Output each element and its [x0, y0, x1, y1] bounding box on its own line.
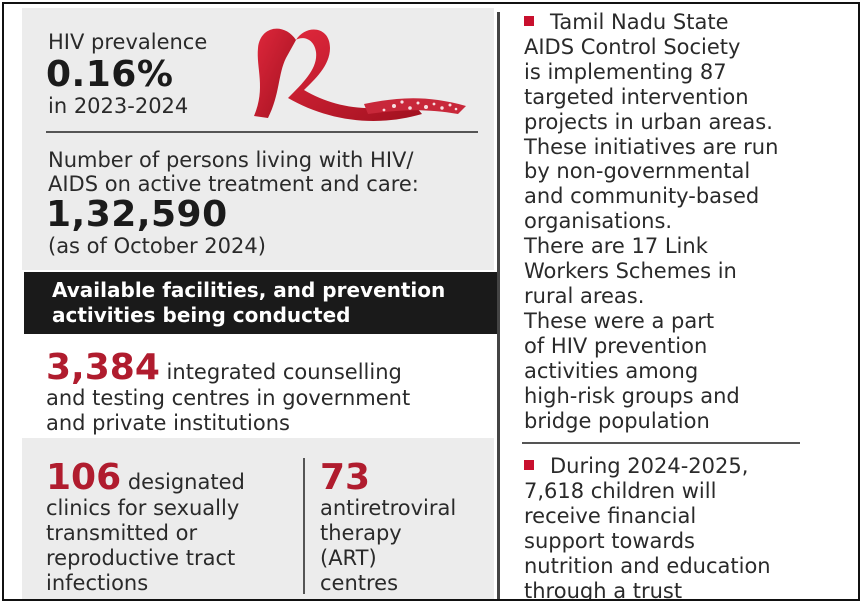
clinics-text-line5: infections	[46, 571, 149, 595]
prevalence-label: HIV prevalence	[48, 30, 208, 54]
prevalence-period: in 2023-2024	[48, 94, 189, 118]
red-ribbon-icon	[254, 28, 466, 121]
art-block: 73 antiretroviral therapy (ART) centres	[320, 460, 490, 596]
art-number: 73	[320, 457, 371, 498]
art-text-line3: (ART)	[320, 546, 377, 570]
ictc-text-line2: and testing centres in government	[46, 386, 411, 410]
facilities-header-text: Available facilities, and prevention act…	[52, 278, 492, 328]
clinics-text-line2: clinics for sexually	[46, 496, 240, 520]
facilities-header: Available facilities, and prevention act…	[24, 272, 500, 334]
ictc-text-line3: and private institutions	[46, 411, 290, 435]
treatment-label-line2: AIDS on active treatment and care:	[48, 172, 419, 196]
clinics-number: 106	[46, 457, 122, 498]
art-text-line2: therapy	[320, 521, 402, 545]
treatment-note: (as of October 2024)	[48, 234, 266, 258]
society-info-text: Tamil Nadu State AIDS Control Society is…	[524, 10, 779, 433]
right-column-separator	[522, 442, 800, 444]
facilities-header-line1: Available facilities, and prevention	[52, 278, 446, 302]
clinics-text-line3: transmitted or	[46, 521, 198, 545]
ictc-text-line1: integrated counselling	[159, 360, 402, 384]
treatment-label-line1: Number of persons living with HIV/	[48, 148, 414, 172]
red-square-bullet-icon	[524, 16, 534, 26]
prevalence-value: 0.16%	[46, 54, 174, 95]
clinics-block: 106 designated clinics for sexually tran…	[46, 460, 296, 596]
red-square-bullet-icon	[524, 460, 534, 470]
clinics-panel	[22, 438, 494, 599]
clinics-text-line4: reproductive tract	[46, 546, 236, 570]
column-divider	[497, 12, 500, 599]
art-text-line4: centres	[320, 571, 399, 595]
facilities-header-line2: activities being conducted	[52, 303, 351, 327]
art-text-line1: antiretroviral	[320, 496, 457, 520]
ictc-block: 3,384 integrated counselling and testing…	[46, 350, 486, 436]
stats-separator	[46, 131, 478, 133]
children-support-text: During 2024-2025, 7,618 children will re…	[524, 454, 771, 601]
clinics-text-line1: designated	[121, 470, 245, 494]
clinics-art-divider	[303, 458, 305, 594]
ictc-number: 3,384	[46, 347, 160, 388]
treatment-value: 1,32,590	[46, 194, 228, 235]
